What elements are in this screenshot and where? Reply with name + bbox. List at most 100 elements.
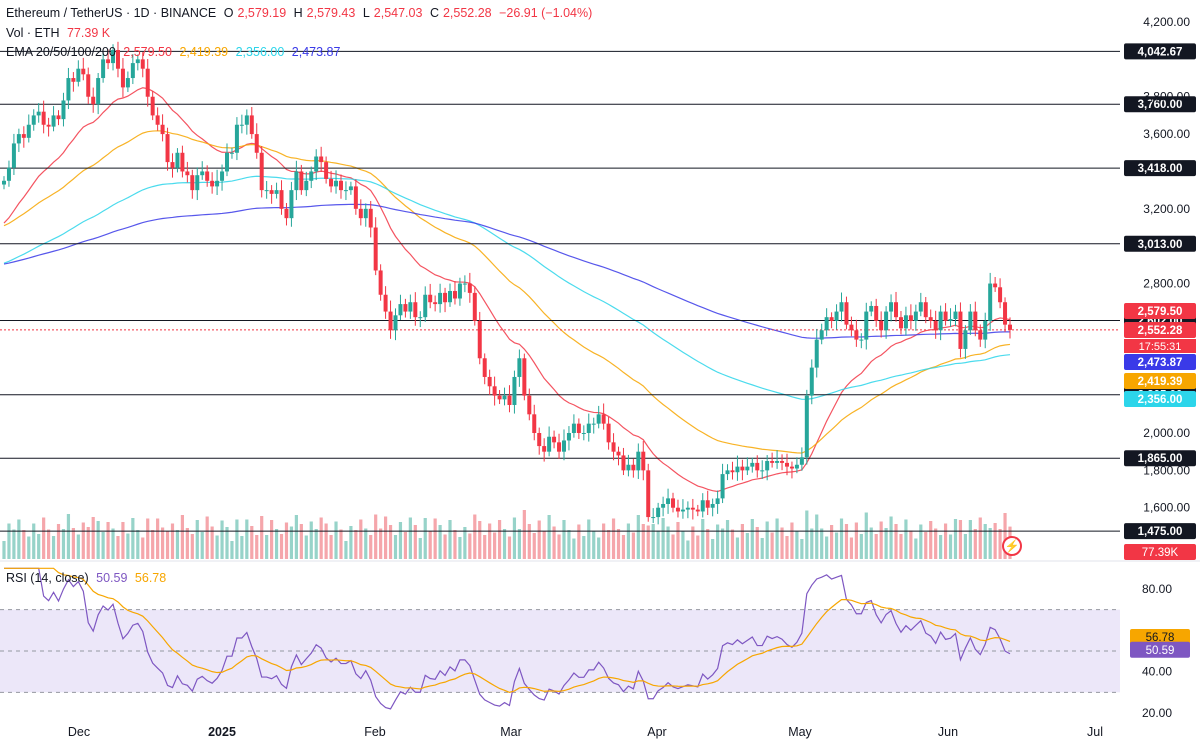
volume-bar	[56, 524, 61, 559]
volume-bar	[854, 522, 858, 559]
candle-body	[988, 283, 993, 321]
candle-body	[512, 376, 517, 405]
volume-bar	[42, 517, 46, 559]
candle-body	[809, 367, 814, 396]
volume-label: Vol · ETH	[6, 26, 60, 40]
candle-body	[770, 461, 775, 463]
candle-body	[844, 302, 849, 325]
volume-bar	[260, 516, 264, 559]
volume-bar	[567, 530, 571, 559]
candle-body	[229, 152, 234, 154]
candle-body	[353, 186, 358, 209]
ema-legend[interactable]: EMA 20/50/100/200 2,579.50 2,419.39 2,35…	[6, 45, 344, 59]
candle-body	[140, 59, 145, 69]
candle-body	[225, 152, 230, 172]
volume-bar	[339, 529, 343, 559]
lightning-icon[interactable]: ⚡	[1002, 536, 1022, 556]
volume-bar	[904, 519, 908, 559]
volume-bar	[577, 524, 581, 559]
volume-bar	[37, 534, 41, 559]
volume-bar	[874, 534, 878, 559]
candle-body	[477, 320, 482, 359]
candle-body	[571, 423, 576, 433]
rsi-legend[interactable]: RSI (14, close) 50.59 56.78	[6, 571, 170, 585]
volume-bar	[359, 519, 363, 559]
volume-bar	[270, 520, 274, 559]
volume-bar	[730, 529, 735, 559]
candle-body	[363, 208, 368, 219]
volume-bar	[96, 521, 100, 559]
volume-bar	[825, 536, 829, 559]
volume-bar	[344, 541, 348, 559]
candle-body	[656, 507, 661, 518]
volume-legend[interactable]: Vol · ETH 77.39 K	[6, 26, 114, 40]
candle-body	[720, 474, 725, 499]
rsi-tag	[1130, 628, 1190, 645]
ema200-tag	[1124, 354, 1196, 370]
volume-bar	[745, 533, 749, 559]
volume-bar	[27, 536, 31, 559]
volume-bar	[279, 534, 284, 559]
candle-body	[938, 311, 943, 331]
ema100-tag	[1124, 391, 1196, 407]
candle-body	[26, 124, 31, 138]
candle-body	[963, 330, 968, 349]
level-tag	[1124, 523, 1196, 540]
rsi-tag-label: 50.59	[1146, 645, 1175, 657]
volume-bar	[716, 524, 720, 559]
candle-body	[675, 507, 680, 512]
volume-bar	[606, 530, 611, 559]
ema20-line	[3, 87, 1011, 493]
ema20-tag	[1124, 303, 1196, 319]
candle-body	[210, 180, 215, 187]
candle-body	[641, 451, 646, 471]
level-label: 4,042.67	[1138, 46, 1183, 58]
volume-bar	[170, 523, 175, 559]
candle-body	[338, 180, 343, 191]
level-label: 1,865.00	[1138, 453, 1183, 465]
volume-bar	[458, 537, 462, 559]
candle-body	[398, 304, 403, 316]
volume-bar	[939, 535, 943, 559]
volume-bar	[800, 539, 804, 559]
volume-bar	[641, 524, 645, 559]
volume-bar	[230, 541, 234, 559]
volume-bar	[914, 538, 918, 559]
candle-body	[923, 302, 928, 318]
candle-body	[829, 317, 834, 321]
volume-bar	[512, 517, 517, 559]
volume-bar	[517, 529, 521, 559]
candle-body	[96, 78, 101, 105]
volume-bar	[879, 521, 883, 559]
candle-body	[522, 358, 527, 396]
candle-body	[51, 115, 56, 127]
volume-bar	[473, 514, 477, 559]
candle-body	[452, 291, 457, 299]
candle-body	[695, 509, 700, 512]
volume-bars	[2, 510, 1012, 559]
candle-body	[56, 115, 61, 120]
candle-body	[576, 423, 581, 433]
ema100-tag-label: 2,356.00	[1138, 394, 1183, 406]
candle-body	[557, 442, 562, 452]
price-tick: 1,600.00	[1143, 501, 1190, 515]
time-tick: Mar	[500, 725, 522, 739]
volume-bar	[502, 529, 507, 559]
volume-bar	[755, 527, 759, 559]
time-tick: Apr	[647, 725, 666, 739]
last-price-tag-label: 2,552.28	[1138, 325, 1183, 337]
volume-bar	[81, 522, 85, 559]
volume-bar	[349, 526, 353, 559]
volume-bar	[393, 535, 398, 559]
candle-body	[502, 395, 507, 400]
candle-body	[690, 507, 695, 510]
symbol-title[interactable]: Ethereum / TetherUS · 1D · BINANCE	[6, 6, 217, 20]
volume-bar	[314, 529, 318, 559]
volume-bar	[146, 518, 150, 559]
countdown-tag	[1124, 339, 1196, 353]
ema50-tag-label: 2,419.39	[1138, 376, 1183, 388]
candle-body	[160, 124, 165, 135]
volume-bar	[71, 528, 75, 559]
volume-bar	[775, 518, 779, 559]
